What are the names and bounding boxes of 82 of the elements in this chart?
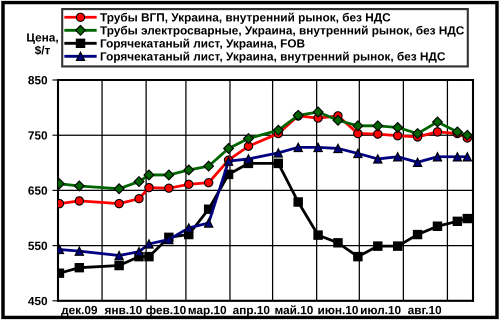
point: [183, 164, 194, 176]
legend-label: Горячекатаный лист, Украина, внутренний рынок, без НДС: [100, 52, 446, 63]
point: [114, 183, 125, 194]
point: [412, 158, 422, 167]
point: [114, 260, 124, 270]
point: [114, 198, 124, 208]
point: [432, 116, 443, 128]
y-tick-label: 550: [28, 242, 48, 250]
point: [144, 182, 154, 192]
point: [74, 262, 84, 272]
point: [274, 148, 284, 158]
legend-label: Трубы ВГП, Украина, внутренний рынок, без НДС: [100, 12, 390, 24]
x-tick-label: дек.09: [61, 306, 98, 316]
point: [244, 142, 254, 151]
point: [412, 128, 424, 140]
point: [372, 120, 384, 132]
point: [203, 160, 214, 172]
point: [373, 129, 382, 139]
point: [204, 218, 214, 228]
point: [184, 180, 194, 190]
point: [163, 169, 174, 180]
point: [412, 230, 422, 240]
point: [392, 241, 402, 251]
point: [144, 252, 154, 262]
x-tick-label: авг.10: [408, 306, 442, 314]
point: [184, 223, 194, 233]
x-tick-label: июл.10: [360, 306, 401, 314]
point: [144, 239, 154, 249]
point: [164, 183, 174, 193]
y-tick-label: 850: [28, 76, 48, 84]
y-tick-label: 450: [28, 296, 48, 306]
point: [333, 238, 343, 248]
y-tick-label: 650: [28, 186, 48, 195]
point: [462, 152, 472, 162]
point: [333, 144, 343, 154]
point: [373, 241, 382, 251]
point: [432, 127, 442, 137]
legend-label: Трубы электросварные, Украина, внутренний рынок, без НДС: [100, 26, 464, 37]
point: [134, 246, 144, 256]
x-tick-label: апр.10: [232, 306, 270, 317]
point: [74, 246, 84, 256]
point: [452, 126, 463, 138]
point: [452, 216, 462, 226]
point: [353, 148, 363, 158]
point: [143, 169, 154, 180]
point: [313, 142, 323, 152]
point: [452, 152, 462, 162]
point: [353, 128, 363, 138]
point: [352, 120, 364, 132]
x-tick-label: янв.10: [104, 306, 142, 314]
point: [353, 252, 363, 262]
point: [432, 222, 442, 231]
x-tick-label: июн.10: [318, 306, 358, 314]
x-tick-label: фев.10: [146, 306, 186, 317]
point: [373, 154, 382, 164]
x-tick-label: мар.10: [188, 306, 226, 317]
point: [293, 142, 303, 152]
point: [274, 158, 284, 168]
point: [223, 142, 234, 154]
point: [392, 152, 402, 162]
point: [74, 180, 85, 192]
point: [432, 152, 442, 162]
point: [313, 230, 323, 240]
point: [462, 214, 472, 224]
point: [272, 124, 284, 136]
point: [293, 197, 303, 207]
point: [244, 154, 254, 164]
point: [312, 106, 324, 118]
point: [392, 122, 404, 133]
point: [462, 130, 473, 141]
point: [134, 194, 144, 204]
point: [332, 114, 344, 126]
x-tick-label: май.10: [275, 305, 313, 314]
y-tick-label: 750: [28, 131, 48, 140]
point: [114, 250, 124, 260]
y-axis-title: Цена, $/т: [27, 33, 58, 56]
point: [242, 133, 254, 144]
legend-label: Горячекатаный лист, Украина, FOB: [100, 38, 304, 50]
point: [134, 176, 144, 188]
point: [74, 196, 84, 206]
point: [392, 131, 402, 140]
point: [204, 178, 214, 188]
